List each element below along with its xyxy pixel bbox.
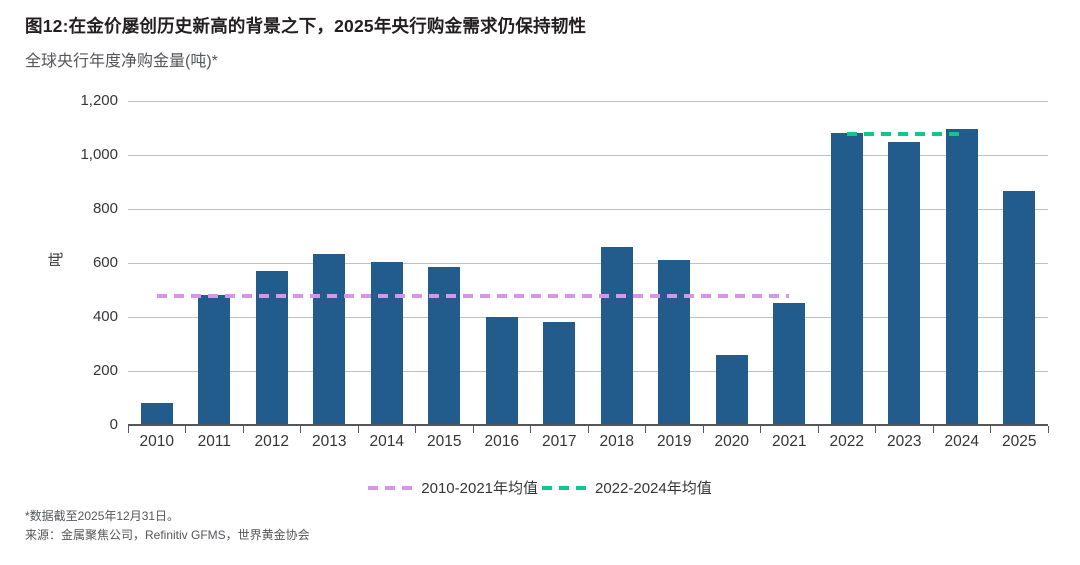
x-axis-tick [472,426,474,433]
x-tick-label-2020: 2020 [714,433,749,450]
bar-2020 [715,354,748,425]
x-axis-tick [127,426,129,433]
x-tick-label-2016: 2016 [484,433,519,450]
x-tick-label-2018: 2018 [599,433,634,450]
y-tick-label: 200 [92,362,118,379]
x-axis-tick [1047,426,1049,433]
bar-2016 [485,317,518,425]
gridline-200 [128,371,1048,372]
x-axis-tick [875,426,876,433]
bar-2025 [1003,190,1036,425]
y-axis-title: 吨 [48,251,66,268]
x-tick-label-2022: 2022 [829,433,864,450]
x-axis-tick [817,426,819,433]
gridline-1000 [128,155,1048,156]
bar-2021 [773,302,806,425]
chart-subtitle: 全球央行年度净购金量(吨)* [25,53,218,70]
x-tick-label-2017: 2017 [542,433,577,450]
x-axis-tick [702,426,704,433]
legend-dash-icon [368,485,415,490]
bar-2010 [140,403,173,425]
x-tick-label-2012: 2012 [254,433,289,450]
y-tick-label: 400 [92,308,118,325]
reference-line-avg-2010-2021 [156,294,790,299]
x-axis-tick [357,426,359,433]
bar-2011 [198,295,231,425]
x-axis-tick [185,426,186,433]
bar-2022 [830,132,863,425]
x-axis-tick [760,426,761,433]
bar-2017 [543,321,576,425]
x-axis-line [128,424,1048,426]
x-axis-tick [587,426,589,433]
x-tick-label-2014: 2014 [369,433,404,450]
y-tick-label: 1,000 [80,146,118,163]
chart-legend: 2010-2021年均值 2022-2024年均值 [0,477,1080,498]
data-footnote: *数据截至2025年12月31日。 [25,509,180,523]
x-tick-label-2024: 2024 [944,433,979,450]
source-line: 来源：金属聚焦公司，Refinitiv GFMS，世界黄金协会 [25,528,310,542]
chart-title: 图12:在金价屡创历史新高的背景之下，2025年央行购金需求仍保持韧性 [25,16,587,36]
y-tick-label: 0 [109,416,118,433]
x-axis-tick [242,426,244,433]
y-tick-label: 1,200 [80,92,118,109]
x-axis-tick-labels: 2010 2011 2012 2013 2014 2015 2016 2017 2018 2019… [128,433,1048,453]
gridline-800 [128,209,1048,210]
legend-label: 2022-2024年均值 [595,480,712,497]
x-tick-label-2021: 2021 [772,433,807,450]
x-tick-label-2010: 2010 [139,433,174,450]
bar-2013 [313,254,346,425]
x-axis-tick [932,426,934,433]
bar-2019 [658,260,691,425]
y-tick-label: 600 [92,254,118,271]
legend-item: 2022-2024年均值 [542,477,712,498]
x-tick-label-2019: 2019 [657,433,692,450]
x-axis-tick [300,426,301,433]
x-axis-tick [990,426,991,433]
legend-dash-icon [542,485,588,490]
x-axis-tick [530,426,531,433]
x-tick-label-2011: 2011 [197,433,231,450]
legend-item: 2010-2021年均值 [368,477,538,498]
gridline-400 [128,317,1048,318]
bar-2014 [370,261,403,425]
gridline-600 [128,263,1048,264]
plot-area [127,101,1049,433]
bar-2015 [428,267,461,425]
x-tick-label-2013: 2013 [312,433,347,450]
y-tick-label: 800 [92,200,118,217]
bar-2023 [888,141,921,425]
y-axis-tick-labels: 0 200 400 600 800 1,000 1,200 [30,92,118,433]
legend-label: 2010-2021年均值 [421,480,538,497]
x-tick-label-2023: 2023 [887,433,922,450]
x-tick-label-2015: 2015 [427,433,462,450]
bar-2018 [600,246,633,425]
x-tick-label-2025: 2025 [1002,433,1037,450]
reference-line-avg-2022-2024 [846,132,962,137]
gridline-1200 [128,101,1048,102]
x-axis-tick [415,426,416,433]
x-axis-tick [645,426,646,433]
bar-2024 [945,129,978,425]
